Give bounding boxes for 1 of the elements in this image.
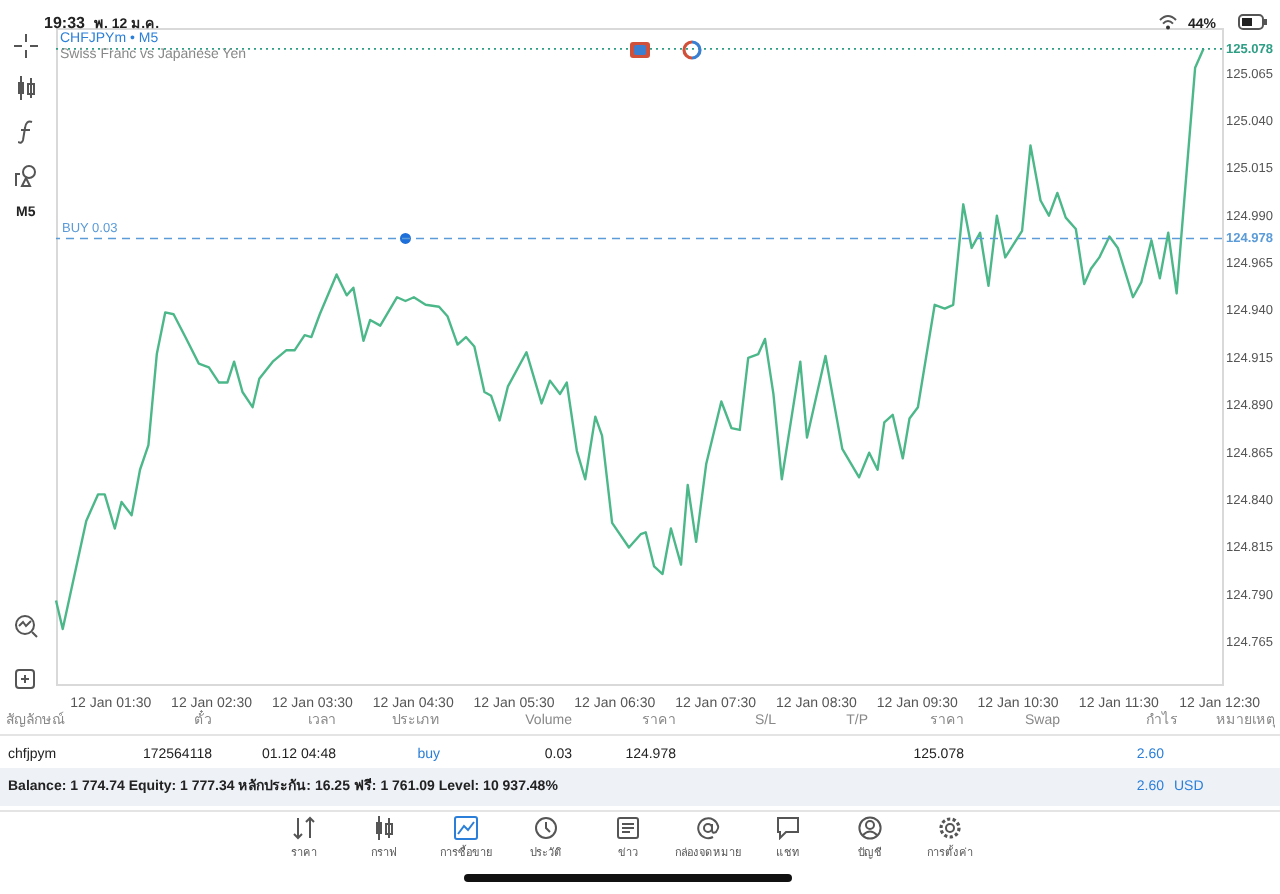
annotation: 19:33	[44, 14, 85, 32]
